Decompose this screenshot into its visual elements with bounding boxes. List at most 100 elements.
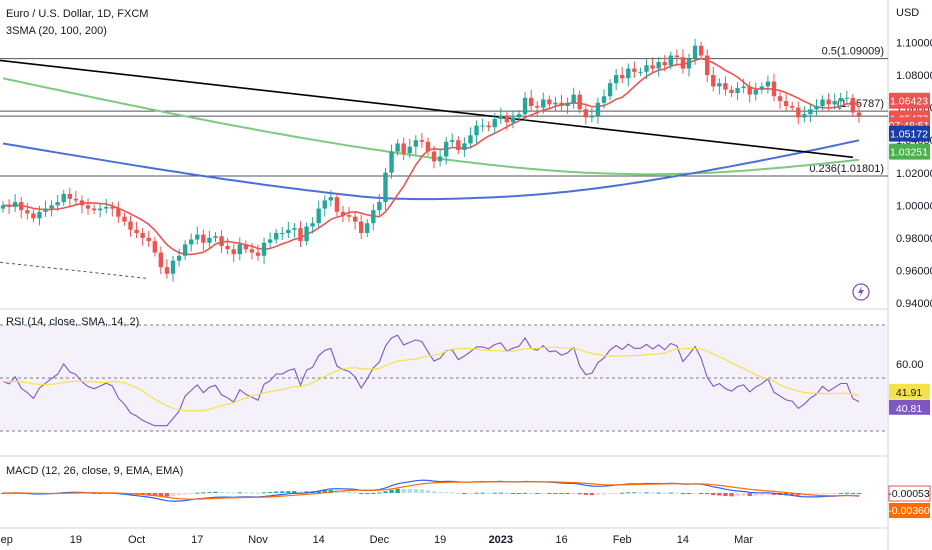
macd-histogram-bar: [450, 492, 455, 494]
macd-histogram-bar: [844, 492, 850, 494]
macd-histogram-bar: [468, 493, 473, 494]
sma200-line[interactable]: [2, 77, 860, 176]
macd-legend: MACD (12, 26, close, 9, EMA, EMA): [6, 465, 183, 477]
macd-histogram-bar: [146, 493, 151, 496]
candle-body: [419, 140, 425, 142]
macd-histogram-bar: [286, 491, 291, 493]
macd-histogram-bar: [698, 493, 704, 494]
macd-histogram-bar: [486, 492, 491, 494]
macd-line[interactable]: [2, 479, 860, 502]
candle-body: [559, 102, 564, 107]
candle-body: [856, 112, 862, 116]
candle-body: [510, 117, 516, 123]
sma-legend: 3SMA (20, 100, 200): [6, 25, 107, 37]
candle-body: [692, 45, 698, 59]
candle-body: [189, 239, 194, 245]
macd-histogram-bar: [365, 493, 370, 494]
candle-body: [723, 83, 728, 90]
rsi-ma-line[interactable]: [2, 346, 860, 412]
candle-body: [729, 89, 734, 93]
macd-histogram-bar: [577, 493, 582, 495]
candle-body: [359, 221, 364, 233]
candles: [0, 38, 862, 282]
candle-body: [158, 252, 164, 268]
macd-histogram-bar: [808, 493, 813, 496]
candle-body: [237, 244, 242, 255]
candle-body: [680, 57, 686, 69]
support-line[interactable]: [0, 261, 149, 280]
rsi-badge: [889, 399, 930, 415]
lightning-icon[interactable]: [852, 283, 870, 301]
macd-histogram-bar: [492, 492, 497, 494]
macd-histogram-bar: [474, 492, 479, 494]
macd-histogram-bar: [383, 491, 388, 493]
candle-body: [146, 237, 151, 242]
macd-histogram-bar: [462, 493, 467, 494]
candle-body: [644, 65, 649, 72]
macd-histogram-bar: [346, 491, 352, 493]
candle-body: [413, 140, 419, 147]
candle-body: [735, 88, 740, 93]
candle-body: [456, 140, 461, 150]
candle-body: [468, 135, 473, 144]
macd-histogram-bar: [152, 493, 157, 496]
candle-body: [759, 86, 765, 90]
candle-body: [656, 62, 661, 69]
sma100-line[interactable]: [2, 139, 860, 201]
candle-body: [346, 215, 352, 217]
macd-histogram-bar: [790, 493, 795, 496]
candle-body: [747, 86, 752, 95]
candle-body: [443, 141, 449, 157]
sma20-line[interactable]: [2, 57, 860, 256]
candle-body: [407, 146, 412, 154]
candle-body: [219, 236, 224, 247]
macd-histogram-bar: [304, 491, 309, 493]
time-tick-label: Nov: [248, 534, 268, 546]
candle-body: [583, 109, 588, 118]
candle-body: [383, 172, 388, 203]
macd-histogram-bar: [498, 492, 503, 494]
macd-histogram-bar: [316, 490, 321, 493]
time-axis-labels: Sep 19 Oct 17 Nov 14 Dec 19 2023 16 Feb 14 Mar: [0, 534, 753, 546]
trend-line[interactable]: [0, 59, 853, 159]
macd-histogram-bar: [371, 492, 376, 494]
rsi-line[interactable]: [2, 334, 860, 427]
candle-body: [128, 221, 133, 230]
candle-body: [601, 96, 607, 103]
macd-histogram-bar: [528, 492, 534, 494]
price-tick-label: 1.00000: [896, 200, 932, 212]
candle-body: [152, 241, 157, 253]
candle-body: [304, 226, 309, 242]
macd-histogram-bar: [565, 493, 570, 494]
time-tick-label: Mar: [734, 534, 753, 546]
candle-body: [850, 97, 856, 113]
macd-histogram-bar: [182, 493, 188, 495]
candle-body: [182, 244, 188, 256]
candle-body: [104, 206, 109, 209]
signal-line[interactable]: [3, 481, 860, 500]
candle-body: [316, 208, 321, 224]
time-tick-label: Dec: [370, 534, 390, 546]
candle-body: [122, 216, 127, 222]
candle-body: [6, 205, 12, 207]
macd-histogram-bar: [407, 488, 412, 493]
candle-body: [377, 202, 382, 211]
macd-histogram-bar: [164, 493, 170, 497]
macd-histogram-bar: [607, 493, 613, 494]
macd-histogram-bar: [826, 493, 831, 494]
candle-body: [61, 193, 66, 203]
price-tick-label: 0.94000: [896, 298, 932, 310]
macd-histogram-bar: [668, 492, 673, 494]
macd-histogram-bar: [765, 493, 771, 495]
macd-histogram-bar: [589, 493, 595, 496]
macd-histogram-bar: [359, 493, 364, 494]
candle-body: [535, 106, 540, 108]
macd-histogram-bar: [237, 492, 242, 494]
candle-body: [328, 197, 334, 201]
macd-histogram-bar: [213, 491, 218, 493]
rsi-tick-label: 60.00: [896, 359, 924, 371]
candle-body: [49, 205, 54, 209]
price-tick-label: 1.08000: [896, 70, 932, 82]
candle-body: [170, 260, 176, 274]
